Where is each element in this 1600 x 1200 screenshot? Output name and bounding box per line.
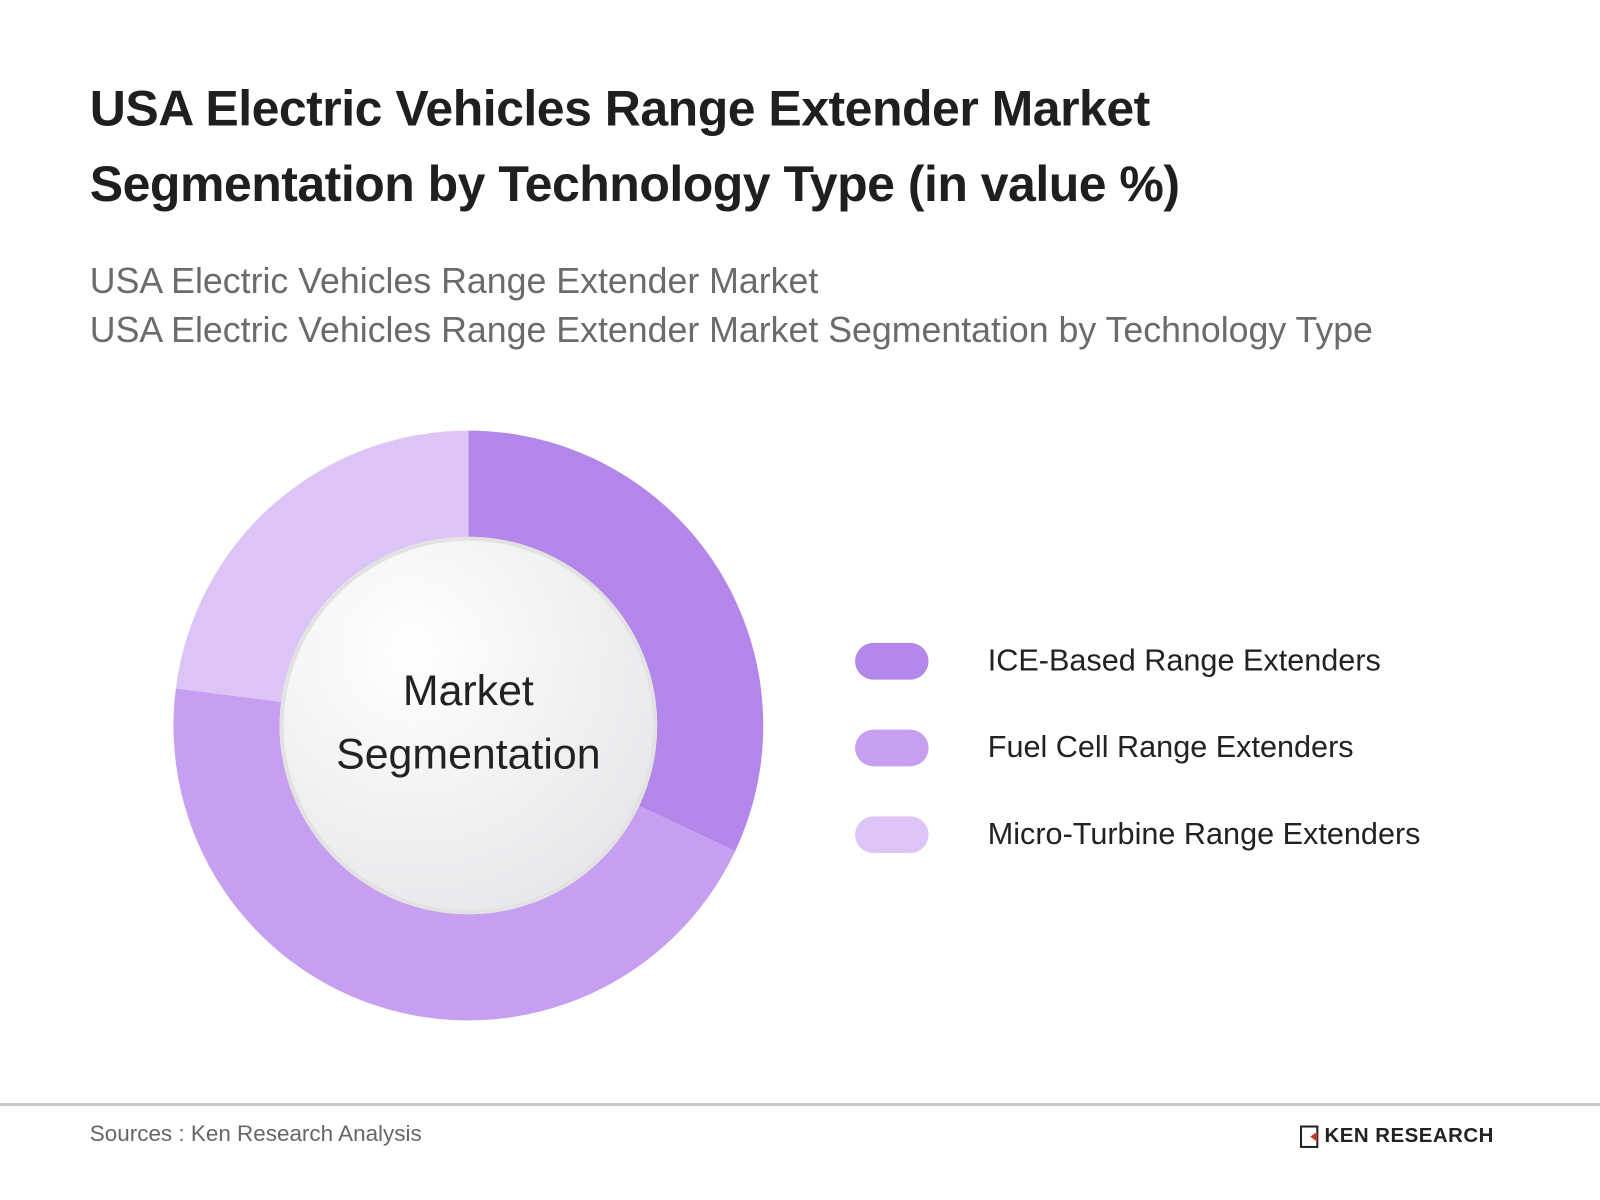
subtitle-line-1: USA Electric Vehicles Range Extender Mar… xyxy=(89,261,819,302)
center-label-line-1: Market xyxy=(402,666,534,715)
legend-swatch xyxy=(855,642,929,680)
chart-subtitle: USA Electric Vehicles Range Extender Mar… xyxy=(90,257,1373,355)
donut-center xyxy=(279,536,658,915)
logo-mark-icon xyxy=(1299,1124,1319,1148)
legend-swatch xyxy=(855,815,929,853)
source-note: Sources : Ken Research Analysis xyxy=(89,1120,422,1146)
chart-title: USA Electric Vehicles Range Extender Mar… xyxy=(89,81,1180,213)
legend-item-micro-turbine: Micro-Turbine Range Extenders xyxy=(855,791,1420,878)
donut-slice-micro-turbine-range-extenders xyxy=(175,430,469,702)
donut-slice-ice-based-range-extenders xyxy=(468,430,764,852)
legend-item-fuel-cell: Fuel Cell Range Extenders xyxy=(855,704,1420,791)
legend-swatch xyxy=(855,729,929,766)
donut-chart xyxy=(173,430,764,1021)
legend-label: ICE-Based Range Extenders xyxy=(987,643,1381,678)
center-label-line-2: Segmentation xyxy=(336,729,601,778)
subtitle-line-2: USA Electric Vehicles Range Extender Mar… xyxy=(89,310,1373,350)
donut-slice-fuel-cell-range-extenders xyxy=(173,688,736,1021)
legend-item-ice: ICE-Based Range Extenders xyxy=(855,617,1420,704)
legend-label: Micro-Turbine Range Extenders xyxy=(987,816,1421,851)
footer-divider xyxy=(0,1103,1600,1107)
legend-label: Fuel Cell Range Extenders xyxy=(987,730,1354,764)
center-label: Market Segmentation xyxy=(315,659,621,786)
logo-text: KEN RESEARCH xyxy=(1324,1124,1494,1147)
ken-research-logo: KEN RESEARCH xyxy=(1299,1124,1494,1148)
legend: ICE-Based Range Extenders Fuel Cell Rang… xyxy=(855,617,1420,877)
